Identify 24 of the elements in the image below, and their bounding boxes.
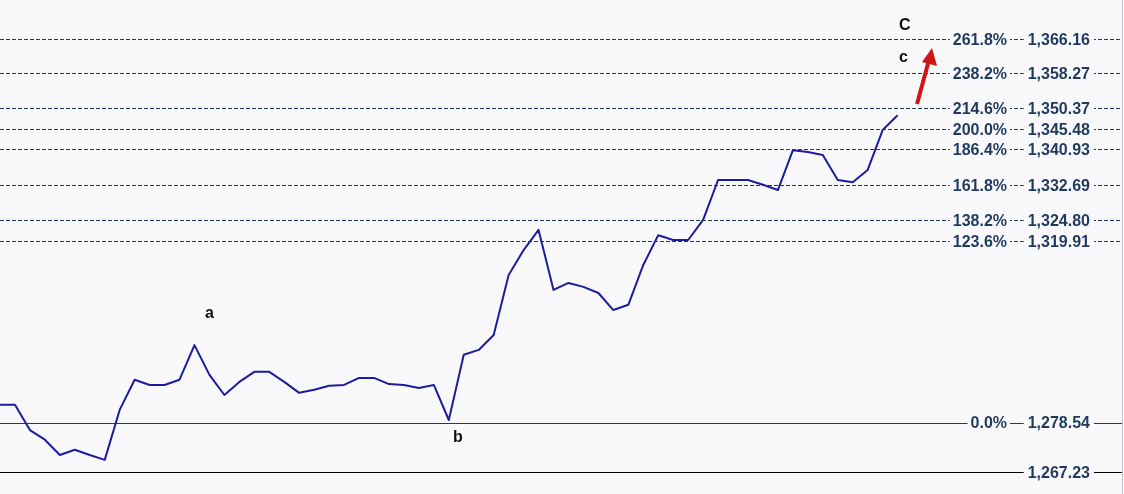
y-tick-label: 1,278.54	[1027, 414, 1091, 432]
y-tick-label: 1,358.27	[1027, 65, 1091, 83]
y-tick-label: 1,267.23	[1027, 463, 1091, 481]
annotation: 214.6%	[952, 99, 1007, 117]
y-tick-label: 1,366.16	[1027, 30, 1091, 48]
annotation: b	[453, 427, 463, 445]
annotation: c	[899, 47, 908, 65]
y-tick-label: 1,340.93	[1027, 141, 1091, 159]
y-tick-label: 1,350.37	[1027, 99, 1091, 117]
annotation: 238.2%	[952, 65, 1007, 83]
annotation: 138.2%	[952, 211, 1007, 229]
annotation: 186.4%	[952, 141, 1007, 159]
annotation: 261.8%	[952, 30, 1007, 48]
y-tick-label: 1,319.91	[1027, 233, 1091, 251]
annotation: 161.8%	[952, 177, 1007, 195]
y-tick-label: 1,332.69	[1027, 177, 1091, 195]
y-tick-label: 1,324.80	[1027, 211, 1091, 229]
annotation: 123.6%	[952, 233, 1007, 251]
line-series	[0, 114, 899, 461]
annotation: a	[205, 303, 214, 321]
annotation: C	[899, 15, 911, 33]
annotation: 0.0%	[970, 414, 1007, 432]
annotation: 200.0%	[952, 121, 1007, 139]
y-tick-label: 1,345.48	[1027, 121, 1091, 139]
